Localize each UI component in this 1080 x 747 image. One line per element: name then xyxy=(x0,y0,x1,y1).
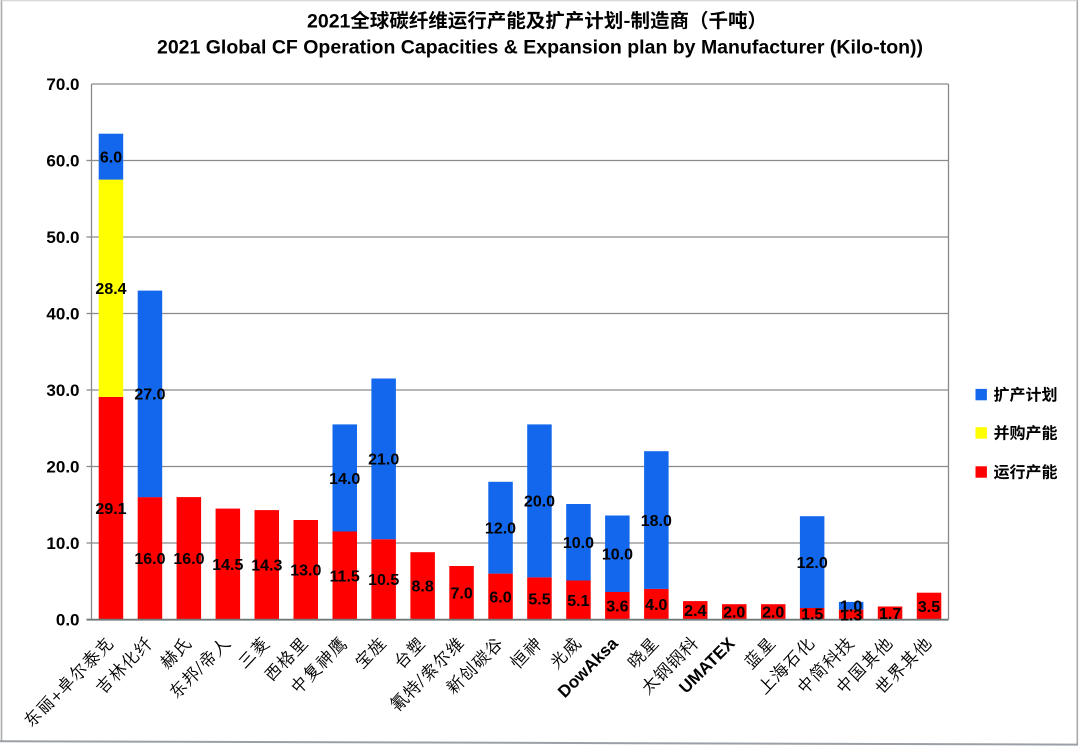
svg-text:0.0: 0.0 xyxy=(56,611,80,630)
svg-text:6.0: 6.0 xyxy=(489,589,511,606)
svg-text:20.0: 20.0 xyxy=(524,494,555,511)
svg-text:11.5: 11.5 xyxy=(330,568,360,585)
svg-text:5.5: 5.5 xyxy=(528,591,550,608)
svg-text:3.5: 3.5 xyxy=(918,599,940,616)
svg-text:13.0: 13.0 xyxy=(290,563,321,580)
svg-text:16.0: 16.0 xyxy=(134,551,165,568)
svg-text:6.0: 6.0 xyxy=(100,150,122,167)
svg-text:16.0: 16.0 xyxy=(173,551,204,568)
svg-text:8.8: 8.8 xyxy=(411,579,433,596)
svg-text:2.0: 2.0 xyxy=(762,605,784,622)
svg-text:10.0: 10.0 xyxy=(46,534,79,553)
svg-text:10.0: 10.0 xyxy=(563,535,594,552)
svg-text:3.6: 3.6 xyxy=(606,599,628,616)
svg-text:4.0: 4.0 xyxy=(645,597,667,614)
svg-text:14.5: 14.5 xyxy=(212,557,243,574)
svg-text:2.4: 2.4 xyxy=(684,603,706,620)
svg-text:28.4: 28.4 xyxy=(95,281,126,298)
svg-text:1.7: 1.7 xyxy=(879,606,901,623)
svg-text:40.0: 40.0 xyxy=(46,305,79,324)
svg-text:20.0: 20.0 xyxy=(46,458,79,477)
svg-text:60.0: 60.0 xyxy=(46,152,79,171)
svg-text:50.0: 50.0 xyxy=(46,228,79,247)
svg-text:12.0: 12.0 xyxy=(485,521,516,538)
svg-text:2.0: 2.0 xyxy=(723,605,745,622)
svg-text:14.0: 14.0 xyxy=(329,471,360,488)
svg-text:5.1: 5.1 xyxy=(567,593,589,610)
svg-text:27.0: 27.0 xyxy=(134,387,165,404)
svg-text:2021 Global CF Operation Capac: 2021 Global CF Operation Capacities & Ex… xyxy=(157,37,923,59)
svg-text:70.0: 70.0 xyxy=(46,75,79,94)
svg-text:18.0: 18.0 xyxy=(641,513,672,530)
svg-text:1.3: 1.3 xyxy=(840,607,862,624)
svg-text:12.0: 12.0 xyxy=(797,555,828,572)
svg-text:21.0: 21.0 xyxy=(368,452,399,469)
svg-text:10.0: 10.0 xyxy=(602,547,633,564)
svg-text:14.3: 14.3 xyxy=(251,558,282,575)
svg-text:7.0: 7.0 xyxy=(450,586,472,603)
svg-text:2021: 2021 xyxy=(307,11,351,33)
svg-text:1.0: 1.0 xyxy=(840,599,862,616)
svg-text:10.5: 10.5 xyxy=(368,572,399,589)
svg-text:30.0: 30.0 xyxy=(46,381,79,400)
svg-text:1.5: 1.5 xyxy=(801,607,823,624)
svg-text:29.1: 29.1 xyxy=(95,501,126,518)
